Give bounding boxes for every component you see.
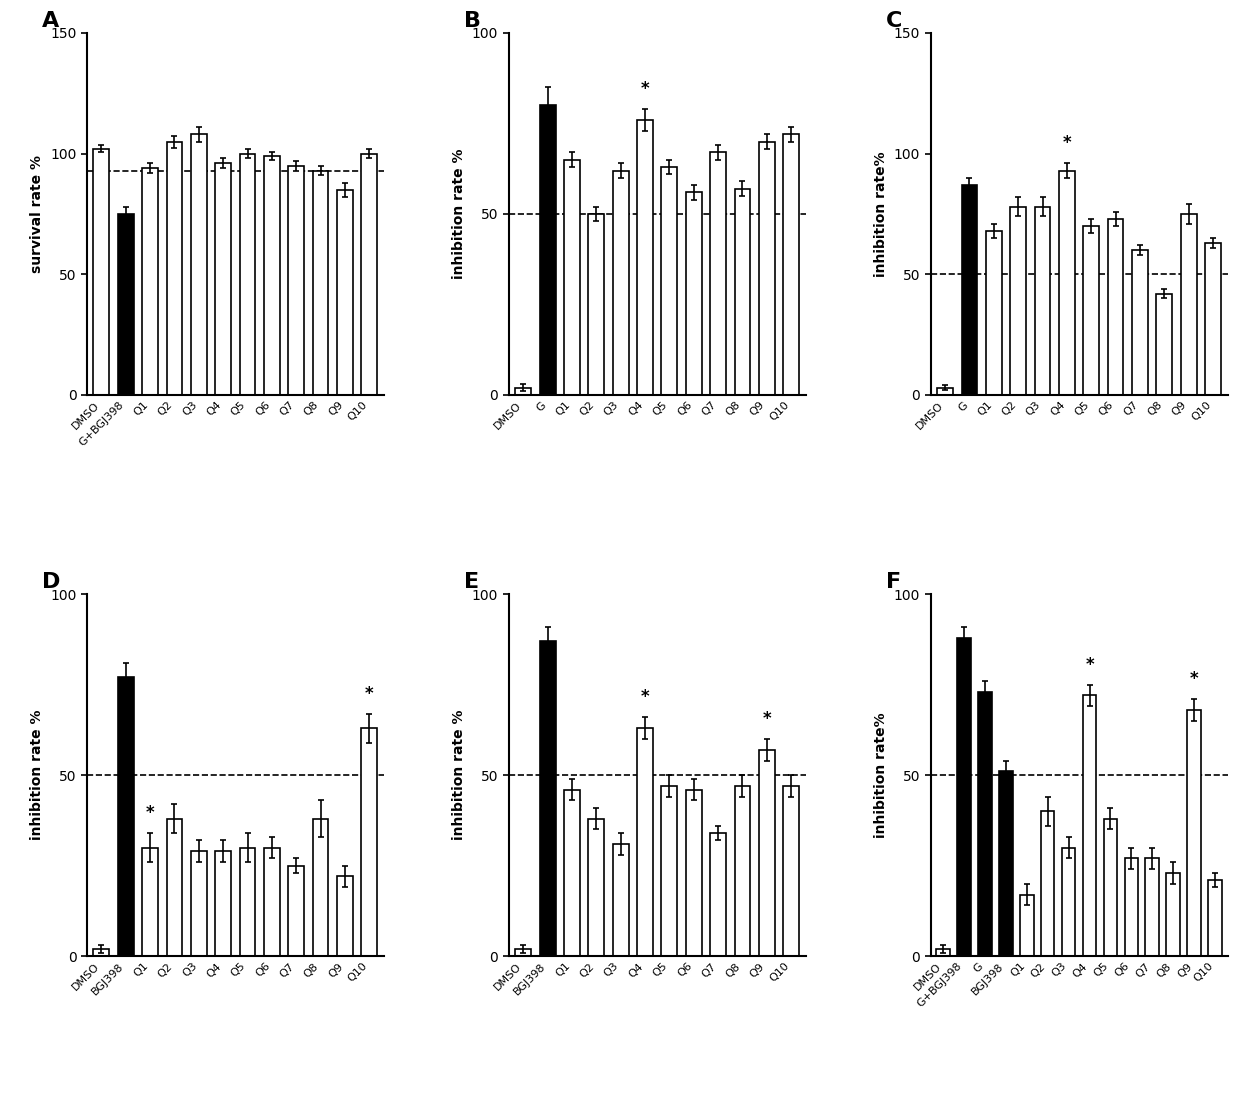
Bar (759, 750, 775, 956)
Bar (589, 819, 604, 956)
Bar (1180, 214, 1197, 395)
Y-axis label: inhibition rate%: inhibition rate% (874, 712, 888, 837)
Y-axis label: survival rate %: survival rate % (31, 155, 45, 273)
Bar (686, 192, 702, 395)
Bar (637, 120, 653, 395)
Bar (516, 388, 531, 395)
Bar (784, 786, 799, 956)
Bar (1208, 880, 1221, 956)
Bar (613, 844, 629, 956)
Bar (143, 847, 157, 956)
Text: E: E (464, 573, 479, 592)
Bar (1104, 819, 1117, 956)
Bar (1188, 710, 1200, 956)
Bar (589, 214, 604, 395)
Text: B: B (464, 11, 481, 31)
Bar (999, 771, 1013, 956)
Bar (93, 948, 109, 956)
Bar (191, 851, 207, 956)
Bar (337, 190, 353, 395)
Bar (937, 388, 954, 395)
Text: *: * (365, 685, 373, 702)
Bar (166, 142, 182, 395)
Bar (289, 166, 304, 395)
Bar (1021, 895, 1034, 956)
Bar (637, 728, 653, 956)
Bar (1061, 847, 1075, 956)
Bar (1059, 170, 1075, 395)
Text: *: * (1063, 134, 1071, 153)
Bar (564, 159, 580, 395)
Text: *: * (1085, 656, 1094, 674)
Text: *: * (641, 688, 650, 707)
Bar (1034, 207, 1050, 395)
Bar (312, 819, 329, 956)
Text: D: D (42, 573, 61, 592)
Bar (957, 637, 971, 956)
Bar (711, 153, 725, 395)
Bar (986, 231, 1002, 395)
Bar (264, 847, 280, 956)
Bar (961, 185, 977, 395)
Bar (759, 142, 775, 395)
Bar (361, 728, 377, 956)
Bar (784, 134, 799, 395)
Y-axis label: inhibition rate %: inhibition rate % (31, 710, 45, 841)
Bar (661, 167, 677, 395)
Y-axis label: inhibition rate %: inhibition rate % (453, 710, 466, 841)
Text: A: A (42, 11, 60, 31)
Bar (686, 789, 702, 956)
Bar (1167, 873, 1180, 956)
Bar (661, 786, 677, 956)
Bar (936, 948, 950, 956)
Text: *: * (1190, 670, 1198, 688)
Bar (564, 789, 580, 956)
Bar (516, 948, 531, 956)
Bar (118, 214, 134, 395)
Bar (734, 189, 750, 395)
Text: C: C (885, 11, 903, 31)
Bar (1084, 226, 1099, 395)
Text: *: * (763, 710, 771, 728)
Bar (539, 641, 556, 956)
Bar (93, 148, 109, 395)
Bar (166, 819, 182, 956)
Bar (289, 866, 304, 956)
Bar (239, 154, 255, 395)
Bar (539, 106, 556, 395)
Bar (216, 164, 231, 395)
Y-axis label: inhibition rate%: inhibition rate% (874, 152, 888, 277)
Bar (1205, 243, 1221, 395)
Bar (312, 170, 329, 395)
Bar (143, 168, 157, 395)
Bar (1146, 858, 1159, 956)
Text: *: * (641, 80, 650, 98)
Bar (734, 786, 750, 956)
Bar (118, 677, 134, 956)
Bar (361, 154, 377, 395)
Bar (978, 692, 992, 956)
Bar (191, 134, 207, 395)
Bar (1040, 811, 1054, 956)
Bar (1125, 858, 1138, 956)
Bar (264, 156, 280, 395)
Bar (337, 877, 353, 956)
Bar (1083, 696, 1096, 956)
Text: *: * (146, 804, 155, 822)
Bar (1157, 293, 1172, 395)
Bar (613, 170, 629, 395)
Bar (239, 847, 255, 956)
Bar (1132, 251, 1148, 395)
Bar (711, 833, 725, 956)
Bar (216, 851, 231, 956)
Y-axis label: inhibition rate %: inhibition rate % (453, 148, 466, 279)
Bar (1107, 219, 1123, 395)
Text: F: F (885, 573, 901, 592)
Bar (1011, 207, 1025, 395)
